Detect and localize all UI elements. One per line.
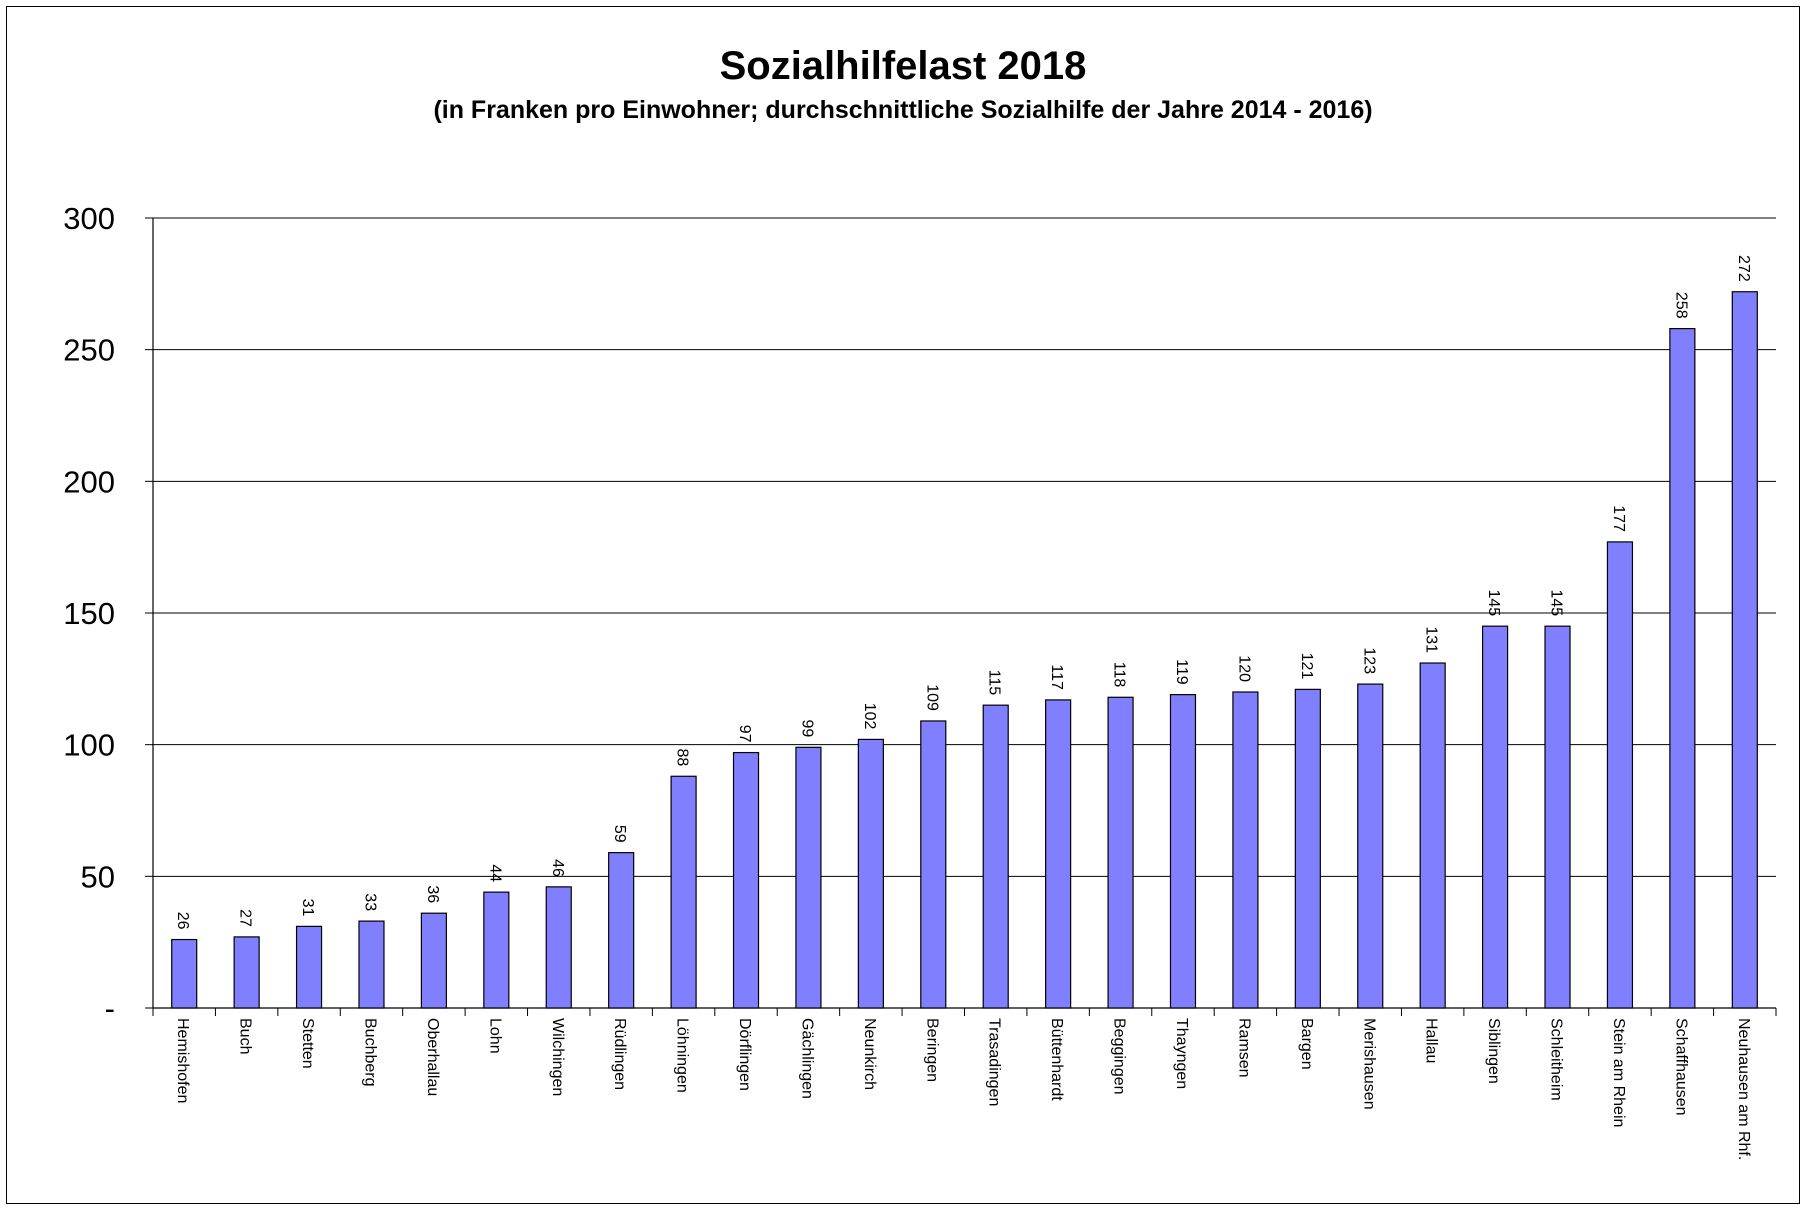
bar: [608, 852, 635, 1009]
bar: [1419, 662, 1446, 1009]
data-label: 88: [674, 748, 691, 766]
bar: [857, 738, 884, 1009]
bar: [1731, 291, 1758, 1009]
x-tick-label: Dörflingen: [736, 1018, 753, 1091]
bar: [1606, 541, 1634, 1009]
bar: [545, 886, 572, 1009]
x-tick-label: Löhningen: [674, 1018, 691, 1093]
data-label: 131: [1423, 626, 1440, 653]
data-label: 119: [1173, 659, 1190, 685]
x-tick-label: Siblingen: [1485, 1018, 1502, 1084]
data-label: 102: [861, 703, 878, 730]
x-tick-label: Bargen: [1298, 1018, 1315, 1070]
bar: [920, 720, 947, 1009]
data-label: 44: [486, 864, 503, 882]
data-label: 36: [424, 885, 441, 903]
x-tick-label: Stetten: [299, 1018, 316, 1069]
data-label: 109: [923, 684, 940, 711]
y-tick-label: -: [105, 991, 115, 1026]
bar: [1045, 699, 1072, 1009]
x-tick-label: Lohn: [486, 1018, 503, 1054]
x-tick-label: Buchberg: [361, 1018, 378, 1087]
data-label: 59: [611, 825, 628, 843]
x-tick-label: Oberhallau: [424, 1018, 441, 1096]
x-tick-label: Gächlingen: [798, 1018, 815, 1099]
data-label: 27: [237, 909, 254, 927]
bar: [1294, 688, 1321, 1009]
data-label: 99: [798, 720, 815, 738]
data-label: 117: [1048, 664, 1065, 690]
y-tick-label: 100: [63, 728, 115, 763]
x-tick-label: Neuhausen am Rhf.: [1735, 1018, 1752, 1160]
x-tick-label: Merishausen: [1360, 1018, 1377, 1110]
data-label: 177: [1610, 505, 1627, 532]
x-tick-label: Ramsen: [1235, 1018, 1252, 1078]
chart-title: Sozialhilfelast 2018: [719, 44, 1087, 88]
bar: [1107, 696, 1134, 1009]
x-tick-label: Rüdlingen: [611, 1018, 628, 1090]
data-label: 33: [361, 893, 378, 911]
x-tick-label: Beringen: [923, 1018, 940, 1082]
data-label: 145: [1548, 589, 1565, 616]
bar: [1544, 625, 1571, 1009]
x-tick-label: Hallau: [1423, 1018, 1440, 1063]
bar: [795, 746, 822, 1009]
bar: [171, 938, 198, 1009]
data-label: 123: [1360, 647, 1377, 674]
x-tick-label: Wilchingen: [549, 1018, 566, 1096]
x-tick-label: Stein am Rhein: [1610, 1018, 1627, 1127]
bar: [1481, 625, 1509, 1009]
y-tick-label: 150: [63, 596, 115, 631]
x-tick-label: Trasadingen: [986, 1018, 1003, 1106]
chart-frame: [6, 6, 1800, 1204]
bar: [483, 891, 510, 1009]
data-label: 46: [549, 859, 566, 877]
y-tick-label: 200: [63, 464, 115, 499]
x-tick-label: Beggingen: [1111, 1018, 1128, 1095]
bar: [420, 912, 448, 1009]
bar: [982, 704, 1009, 1009]
data-label: 145: [1485, 589, 1502, 616]
bar: [1169, 694, 1197, 1009]
bar: [732, 751, 760, 1009]
bar: [233, 936, 260, 1009]
x-tick-label: Schaffhausen: [1672, 1018, 1689, 1116]
data-label: 121: [1298, 653, 1315, 680]
bar: [1232, 691, 1259, 1009]
data-label: 120: [1235, 655, 1252, 682]
bar: [295, 925, 323, 1009]
x-tick-label: Thayngen: [1173, 1018, 1190, 1089]
data-label: 258: [1672, 292, 1689, 319]
data-label: 31: [299, 899, 316, 917]
y-tick-label: 250: [63, 333, 115, 368]
x-tick-label: Büttenhardt: [1048, 1018, 1065, 1101]
y-tick-label: 300: [63, 201, 115, 236]
data-label: 97: [736, 725, 753, 743]
x-tick-label: Hemishofen: [174, 1018, 191, 1103]
bar: [358, 920, 385, 1009]
data-label: 26: [174, 912, 191, 930]
x-tick-label: Buch: [237, 1018, 254, 1054]
bar: [1357, 683, 1384, 1009]
data-label: 115: [986, 670, 1003, 696]
y-tick-label: 50: [81, 859, 115, 894]
data-label: 118: [1111, 662, 1128, 688]
x-tick-label: Neunkirch: [861, 1018, 878, 1090]
x-tick-label: Schleitheim: [1548, 1018, 1565, 1101]
data-label: 272: [1735, 255, 1752, 282]
bar: [670, 775, 697, 1009]
chart-subtitle: (in Franken pro Einwohner; durchschnittl…: [433, 96, 1373, 124]
bar: [1669, 328, 1696, 1009]
